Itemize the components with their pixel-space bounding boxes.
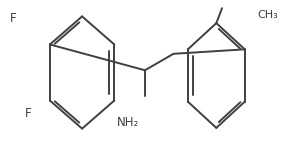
Text: NH₂: NH₂	[117, 116, 139, 129]
Text: F: F	[25, 107, 32, 120]
Text: F: F	[10, 12, 17, 25]
Text: CH₃: CH₃	[257, 10, 278, 20]
